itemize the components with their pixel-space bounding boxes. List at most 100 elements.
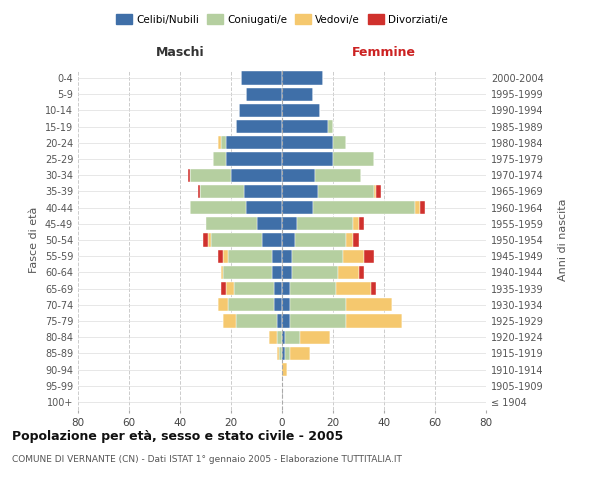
- Bar: [269, 330, 277, 344]
- Bar: [282, 363, 287, 376]
- Bar: [284, 330, 300, 344]
- Bar: [247, 88, 282, 101]
- Text: Femmine: Femmine: [352, 46, 416, 59]
- Bar: [353, 217, 359, 230]
- Bar: [200, 185, 244, 198]
- Bar: [282, 250, 292, 263]
- Bar: [247, 201, 282, 214]
- Bar: [371, 282, 376, 295]
- Bar: [290, 314, 346, 328]
- Bar: [244, 185, 282, 198]
- Bar: [277, 346, 280, 360]
- Bar: [231, 168, 282, 182]
- Bar: [218, 250, 223, 263]
- Bar: [272, 266, 282, 279]
- Bar: [282, 314, 290, 328]
- Bar: [229, 250, 272, 263]
- Bar: [282, 201, 313, 214]
- Bar: [221, 266, 223, 279]
- Bar: [290, 298, 346, 312]
- Legend: Celibi/Nubili, Coniugati/e, Vedovi/e, Divorziati/e: Celibi/Nubili, Coniugati/e, Vedovi/e, Di…: [112, 10, 452, 29]
- Bar: [203, 234, 208, 246]
- Bar: [282, 152, 333, 166]
- Bar: [292, 250, 343, 263]
- Bar: [282, 168, 315, 182]
- Bar: [277, 330, 282, 344]
- Bar: [290, 282, 335, 295]
- Bar: [233, 282, 274, 295]
- Bar: [300, 330, 331, 344]
- Bar: [333, 136, 346, 149]
- Bar: [338, 266, 359, 279]
- Bar: [282, 72, 323, 85]
- Bar: [211, 234, 262, 246]
- Bar: [282, 120, 328, 134]
- Bar: [282, 136, 333, 149]
- Bar: [420, 201, 425, 214]
- Bar: [280, 346, 282, 360]
- Bar: [313, 201, 415, 214]
- Bar: [282, 234, 295, 246]
- Bar: [198, 185, 200, 198]
- Bar: [213, 152, 226, 166]
- Bar: [335, 282, 371, 295]
- Bar: [226, 152, 282, 166]
- Bar: [282, 266, 292, 279]
- Bar: [223, 266, 272, 279]
- Bar: [315, 168, 361, 182]
- Bar: [223, 314, 236, 328]
- Bar: [229, 298, 274, 312]
- Bar: [359, 266, 364, 279]
- Bar: [190, 168, 231, 182]
- Bar: [257, 217, 282, 230]
- Bar: [274, 298, 282, 312]
- Y-axis label: Anni di nascita: Anni di nascita: [557, 198, 568, 281]
- Bar: [415, 201, 420, 214]
- Bar: [221, 282, 226, 295]
- Bar: [221, 136, 226, 149]
- Bar: [226, 136, 282, 149]
- Bar: [292, 266, 338, 279]
- Bar: [236, 314, 277, 328]
- Bar: [190, 201, 247, 214]
- Bar: [346, 314, 402, 328]
- Bar: [374, 185, 376, 198]
- Bar: [262, 234, 282, 246]
- Bar: [218, 298, 229, 312]
- Bar: [282, 346, 284, 360]
- Bar: [346, 298, 392, 312]
- Bar: [282, 298, 290, 312]
- Text: COMUNE DI VERNANTE (CN) - Dati ISTAT 1° gennaio 2005 - Elaborazione TUTTITALIA.I: COMUNE DI VERNANTE (CN) - Dati ISTAT 1° …: [12, 455, 402, 464]
- Bar: [218, 136, 221, 149]
- Bar: [241, 72, 282, 85]
- Bar: [236, 120, 282, 134]
- Bar: [364, 250, 374, 263]
- Bar: [328, 120, 333, 134]
- Bar: [277, 314, 282, 328]
- Bar: [223, 250, 229, 263]
- Bar: [290, 346, 310, 360]
- Bar: [295, 234, 346, 246]
- Bar: [282, 217, 298, 230]
- Bar: [226, 282, 233, 295]
- Text: Maschi: Maschi: [155, 46, 205, 59]
- Bar: [282, 282, 290, 295]
- Text: Popolazione per età, sesso e stato civile - 2005: Popolazione per età, sesso e stato civil…: [12, 430, 343, 443]
- Bar: [343, 250, 364, 263]
- Bar: [333, 152, 374, 166]
- Bar: [282, 185, 318, 198]
- Bar: [239, 104, 282, 117]
- Bar: [376, 185, 382, 198]
- Bar: [272, 250, 282, 263]
- Bar: [206, 217, 257, 230]
- Bar: [208, 234, 211, 246]
- Y-axis label: Fasce di età: Fasce di età: [29, 207, 39, 273]
- Bar: [353, 234, 359, 246]
- Bar: [298, 217, 353, 230]
- Bar: [359, 217, 364, 230]
- Bar: [282, 104, 320, 117]
- Bar: [274, 282, 282, 295]
- Bar: [284, 346, 290, 360]
- Bar: [282, 330, 284, 344]
- Bar: [188, 168, 190, 182]
